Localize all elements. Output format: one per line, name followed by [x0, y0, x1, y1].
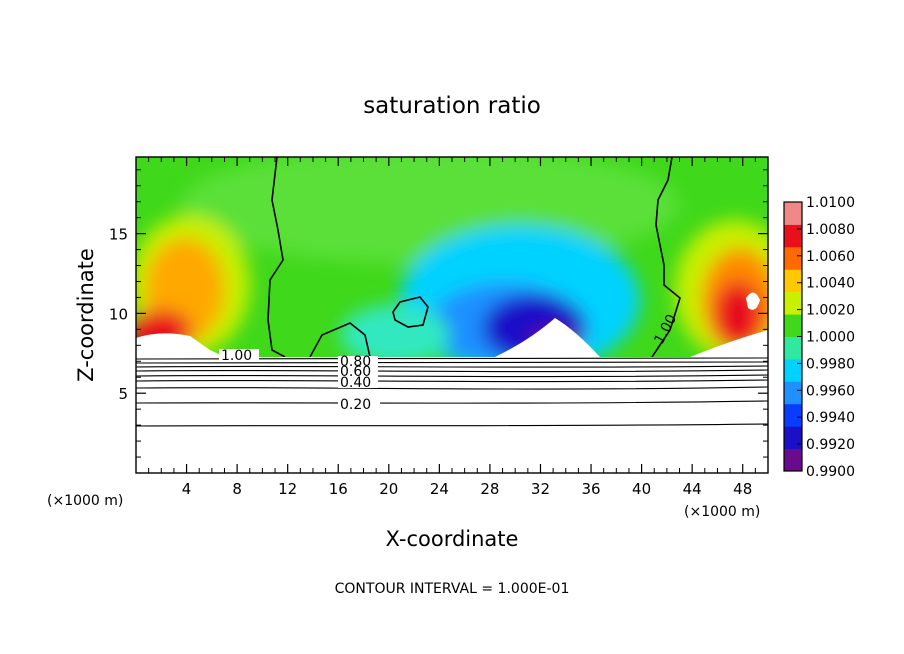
colorbar-tick-label: 1.0020 — [806, 303, 855, 319]
x-tick-label: 36 — [581, 480, 600, 498]
y-tick-label: 10 — [109, 305, 128, 323]
saturation-field — [136, 157, 768, 357]
contour-line — [135, 386, 769, 390]
colorbar-swatch — [784, 291, 802, 315]
x-axis-label: X-coordinate — [386, 527, 519, 551]
x-tick-label: 16 — [329, 480, 348, 498]
x-tick-label: 12 — [278, 480, 297, 498]
region-light-green — [180, 157, 680, 265]
colorbar-tick-label: 1.0100 — [806, 195, 855, 211]
colorbar-swatch — [784, 381, 802, 405]
colorbar-swatch — [784, 358, 802, 382]
contour-label: 0.20 — [340, 397, 371, 413]
y-tick-label: 15 — [109, 226, 128, 244]
x-tick-label: 32 — [531, 480, 550, 498]
colorbar-swatch — [784, 246, 802, 270]
contour-line — [135, 369, 769, 373]
colorbar-swatch — [784, 269, 802, 293]
y-tick-label: 5 — [118, 385, 128, 403]
x-tick-label: 48 — [733, 480, 752, 498]
cloud-white-center — [495, 318, 600, 357]
x-tick-label: 20 — [379, 480, 398, 498]
colorbar-tick-label: 0.9920 — [806, 437, 855, 453]
x-tick-label: 28 — [480, 480, 499, 498]
colorbar-swatch — [784, 314, 802, 337]
contour-interval-note: CONTOUR INTERVAL = 1.000E-01 — [335, 581, 570, 597]
colorbar-tick-label: 1.0060 — [806, 249, 855, 265]
colorbar-tick-label: 1.0000 — [806, 330, 855, 346]
contour-label: 0.40 — [340, 375, 371, 391]
cloud-white-left — [136, 333, 225, 357]
x-tick-label: 4 — [182, 480, 192, 498]
colorbar-tick-label: 1.0080 — [806, 222, 855, 238]
colorbar-tick-label: 1.0040 — [806, 276, 855, 292]
cloud-white-right — [690, 330, 768, 357]
colorbar-tick-label: 0.9900 — [806, 464, 855, 480]
lower-contours — [135, 357, 769, 427]
y-axis: 5 10 15 — [109, 169, 768, 458]
contour-line — [135, 361, 769, 364]
contour-line — [135, 400, 769, 404]
x-tick-label: 8 — [232, 480, 242, 498]
colorbar-swatch — [784, 426, 802, 450]
y-axis-label: Z-coordinate — [74, 248, 98, 382]
contour-label: 1.00 — [221, 348, 252, 364]
colorbar-swatch — [784, 224, 802, 248]
contour-line — [135, 365, 769, 368]
x-tick-label: 40 — [632, 480, 651, 498]
colorbar-tick-label: 0.9960 — [806, 383, 855, 399]
colorbar-tick-label: 0.9940 — [806, 410, 855, 426]
colorbar-swatch — [784, 336, 802, 360]
contour-line — [135, 357, 769, 360]
x-tick-label: 24 — [430, 480, 449, 498]
colorbar-tick-label: 0.9980 — [806, 356, 855, 372]
cloud-white-right-patch — [746, 292, 760, 310]
colorbar-swatch — [784, 202, 802, 225]
colorbar-swatch — [784, 448, 802, 472]
contour-line-upper — [651, 157, 681, 357]
contour-line-upper — [309, 322, 371, 357]
x-unit-label-right: (×1000 m) — [684, 504, 760, 520]
x-unit-label: (×1000 m) — [47, 493, 123, 509]
x-tick-label: 44 — [683, 480, 702, 498]
colorbar: 0.9900 0.9920 0.9940 0.9960 0.9980 1.0000 1.00… — [783, 195, 855, 480]
chart-title: saturation ratio — [363, 93, 541, 119]
contour-line-upper — [392, 296, 429, 328]
contour-line — [135, 379, 769, 383]
contour-line — [135, 423, 769, 427]
contour-line — [135, 374, 769, 378]
x-axis: 4 8 12 16 20 24 28 32 36 40 44 48 — [148, 157, 756, 498]
colorbar-swatch — [784, 403, 802, 427]
contour-line-upper — [267, 157, 286, 357]
